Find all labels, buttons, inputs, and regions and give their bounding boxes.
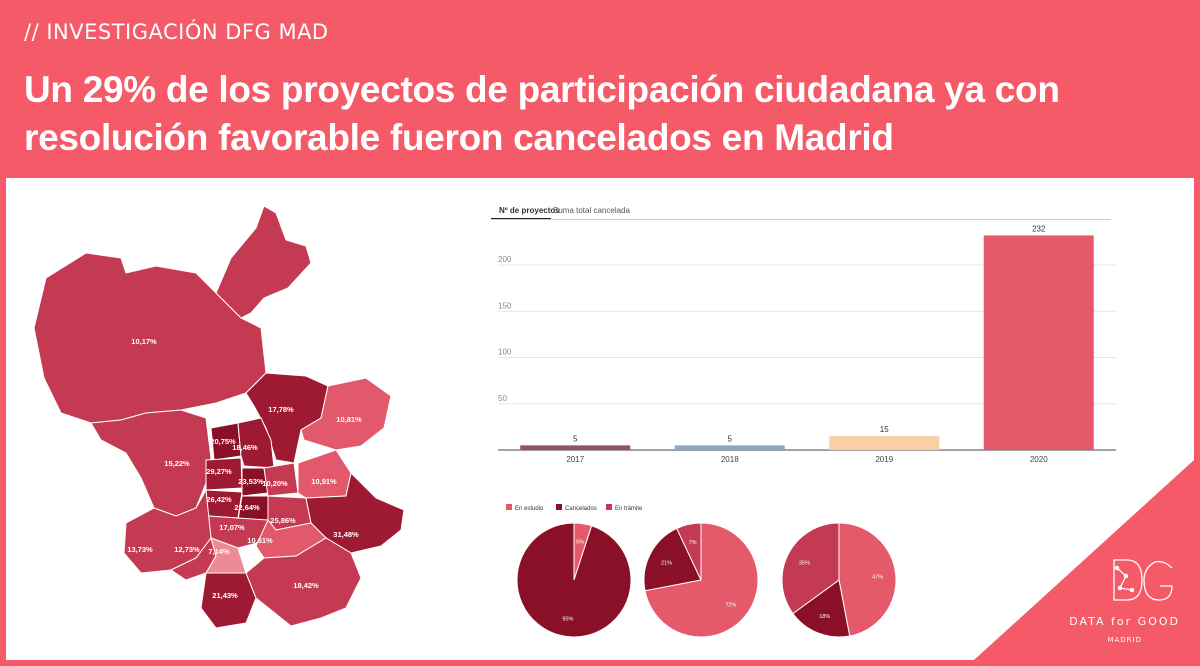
legend-label: En estudio (515, 506, 544, 512)
bar-value-label: 5 (573, 434, 578, 443)
pie-slice-label: 18% (819, 614, 830, 620)
map-label: 10,20% (262, 479, 288, 488)
bar[interactable] (520, 445, 631, 450)
bar[interactable] (983, 235, 1094, 450)
x-tick-label: 2020 (1030, 455, 1048, 464)
y-tick-label: 150 (498, 301, 512, 310)
map-label: 22,64% (234, 503, 260, 512)
pie-slice-label: 21% (661, 560, 672, 566)
legend-swatch (506, 504, 512, 510)
pie-slice[interactable] (516, 522, 632, 638)
map-label: 10,61% (247, 536, 273, 545)
bar-value-label: 5 (728, 434, 733, 443)
map-label: 15,22% (164, 459, 190, 468)
map-label: 10,81% (336, 415, 362, 424)
content-panel: 10,17% 17,78% 10,81% 20,75% 18,46% 15,22… (6, 178, 1194, 660)
pie-slice-label: 95% (562, 616, 573, 622)
map-label: 31,48% (333, 530, 359, 539)
pie-slice-label: 5% (576, 540, 584, 546)
map-label: 29,27% (206, 467, 232, 476)
bar-value-label: 232 (1032, 224, 1046, 233)
bar-value-label: 15 (880, 425, 889, 434)
logo-sub: MADRID (1107, 636, 1142, 644)
map-label: 10,91% (311, 477, 337, 486)
district-san-blas[interactable] (297, 449, 352, 499)
map-label: 21,43% (212, 591, 238, 600)
pie-slice-label: 72% (725, 603, 736, 609)
y-tick-label: 100 (498, 348, 512, 357)
legend-label: En trámite (615, 506, 643, 512)
x-tick-label: 2018 (721, 455, 739, 464)
bar[interactable] (829, 436, 940, 450)
x-tick-label: 2019 (875, 455, 893, 464)
pie-slice-label: 35% (799, 560, 810, 566)
kicker: // INVESTIGACIÓN DFG MAD (24, 20, 329, 44)
projects-bar-chart: 50 100 150 200 5 2017 5 2018 15 2019 232 2020 (498, 224, 1116, 464)
map-label: 17,07% (219, 523, 245, 532)
district-villa-vallecas[interactable] (245, 537, 362, 627)
map-label: 13,73% (127, 545, 153, 554)
district-fuencarral-north[interactable] (215, 205, 312, 319)
legend-label: Cancelados (565, 506, 597, 512)
map-label: 17,78% (268, 405, 294, 414)
header: // INVESTIGACIÓN DFG MAD Un 29% de los p… (0, 0, 1200, 178)
logo-name: DATA for GOOD (1069, 615, 1180, 628)
headline-line-2: resolución favorable fueron cancelados e… (24, 117, 894, 158)
tab-suma-total[interactable]: Suma total cancelada (553, 206, 630, 215)
x-tick-label: 2017 (566, 455, 584, 464)
tab-num-proyectos[interactable]: Nº de proyectos (499, 206, 560, 215)
district-villaverde[interactable] (200, 572, 257, 629)
map-label: 25,86% (270, 516, 296, 525)
y-tick-label: 50 (498, 394, 507, 403)
map-label: 18,42% (293, 581, 319, 590)
map-label: 7,14% (208, 547, 230, 556)
pie-slice[interactable] (792, 579, 851, 638)
district-moncloa[interactable] (90, 409, 212, 517)
map-label: 23,53% (238, 477, 264, 486)
pie-slice[interactable] (676, 522, 702, 581)
district-barajas[interactable] (300, 377, 392, 451)
y-tick-label: 200 (498, 255, 512, 264)
map-label: 12,73% (174, 545, 200, 554)
bar[interactable] (674, 445, 785, 450)
map-label: 20,75% (210, 437, 236, 446)
tab-divider (491, 219, 1111, 220)
pie-slice[interactable] (781, 522, 840, 615)
map-label: 10,17% (131, 337, 157, 346)
map-label: 18,46% (232, 443, 258, 452)
headline-line-1: Un 29% de los proyectos de participación… (24, 69, 1060, 110)
pie-slice[interactable] (838, 522, 897, 637)
madrid-district-map: 10,17% 17,78% 10,81% 20,75% 18,46% 15,22… (33, 205, 405, 629)
map-label: 26,42% (206, 495, 232, 504)
headline: Un 29% de los proyectos de participación… (24, 66, 1176, 162)
dg-logo-icon (1113, 559, 1173, 601)
pie-slice-label: 47% (872, 574, 883, 580)
legend-swatch (556, 504, 562, 510)
pie-slice[interactable] (643, 527, 702, 592)
logo-corner-triangle (974, 460, 1194, 660)
legend-swatch (606, 504, 612, 510)
pie-slice-label: 7% (689, 540, 697, 546)
